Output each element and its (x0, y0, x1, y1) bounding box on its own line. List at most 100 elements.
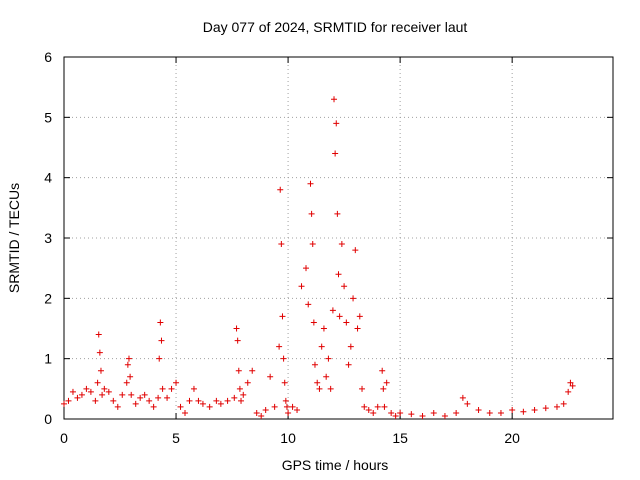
y-tick-label: 3 (44, 230, 52, 246)
data-point (453, 409, 460, 416)
data-point (74, 394, 81, 401)
data-point (97, 367, 104, 374)
x-tick-label: 20 (504, 430, 520, 446)
data-point (83, 385, 90, 392)
data-point (128, 391, 135, 398)
data-point (173, 379, 180, 386)
data-point (234, 337, 241, 344)
data-point (199, 400, 206, 407)
y-axis-label: SRMTID / TECUs (6, 183, 22, 293)
data-point (320, 325, 327, 332)
data-point (283, 403, 290, 410)
data-point (96, 349, 103, 356)
data-point (61, 400, 67, 407)
data-point (155, 394, 162, 401)
data-point (285, 409, 292, 416)
data-point (282, 397, 289, 404)
data-point (316, 385, 323, 392)
data-point (520, 408, 527, 415)
data-point (309, 241, 316, 248)
y-tick-label: 4 (44, 170, 52, 186)
data-point (553, 403, 560, 410)
data-point (392, 412, 399, 419)
data-point (289, 403, 296, 410)
data-point (311, 361, 318, 368)
data-point (388, 409, 395, 416)
data-point (459, 394, 466, 401)
axis-ticks (63, 56, 613, 420)
data-point (335, 271, 342, 278)
data-point (92, 397, 99, 404)
data-point (125, 355, 132, 362)
data-point (190, 385, 197, 392)
data-point (213, 397, 220, 404)
data-point (168, 385, 175, 392)
data-point (146, 397, 153, 404)
data-point (231, 394, 238, 401)
data-point (253, 409, 260, 416)
data-point (267, 373, 274, 380)
x-tick-label: 10 (280, 430, 296, 446)
data-point (345, 361, 352, 368)
data-point (352, 247, 359, 254)
data-point (379, 367, 386, 374)
data-point (127, 373, 134, 380)
data-point (303, 265, 310, 272)
data-point (110, 397, 117, 404)
data-point (195, 397, 202, 404)
data-point (356, 313, 363, 320)
x-axis-label: GPS time / hours (282, 457, 389, 473)
data-point (105, 388, 112, 395)
data-point (87, 388, 94, 395)
data-point (156, 355, 163, 362)
data-point (124, 361, 131, 368)
data-point (182, 409, 189, 416)
data-point (307, 180, 314, 187)
data-point (132, 400, 139, 407)
data-point (475, 406, 482, 413)
data-point (236, 385, 243, 392)
x-tick-label: 15 (392, 430, 408, 446)
data-point (408, 411, 415, 418)
data-point (114, 403, 121, 410)
data-point (244, 379, 251, 386)
data-point (350, 295, 357, 302)
data-point (331, 96, 338, 103)
data-point (531, 406, 538, 413)
data-point (95, 331, 102, 338)
data-point (325, 355, 332, 362)
tick-labels: 0 5 10 15 20 0 1 2 3 4 5 6 (44, 49, 520, 446)
plot-frame (63, 56, 614, 420)
data-point (78, 391, 85, 398)
data-point (333, 120, 340, 127)
data-point (419, 412, 426, 419)
data-point (94, 379, 101, 386)
data-point (141, 391, 148, 398)
data-point (374, 403, 381, 410)
data-point (430, 409, 437, 416)
data-point (69, 388, 76, 395)
data-point (305, 301, 312, 308)
data-series (61, 96, 576, 419)
data-point (323, 373, 330, 380)
data-point (217, 400, 224, 407)
data-point (569, 382, 576, 389)
y-tick-label: 1 (44, 351, 52, 367)
data-point (338, 241, 345, 248)
data-point (240, 391, 247, 398)
data-point (281, 379, 288, 386)
grid-lines (64, 57, 613, 419)
y-tick-label: 6 (44, 49, 52, 65)
data-point (332, 150, 339, 157)
x-tick-label: 5 (172, 430, 180, 446)
data-point (206, 403, 213, 410)
data-point (150, 403, 157, 410)
data-point (365, 406, 372, 413)
data-point (276, 343, 283, 350)
data-point (343, 319, 350, 326)
data-point (249, 367, 256, 374)
data-point (298, 283, 305, 290)
data-point (329, 307, 336, 314)
data-point (509, 406, 516, 413)
